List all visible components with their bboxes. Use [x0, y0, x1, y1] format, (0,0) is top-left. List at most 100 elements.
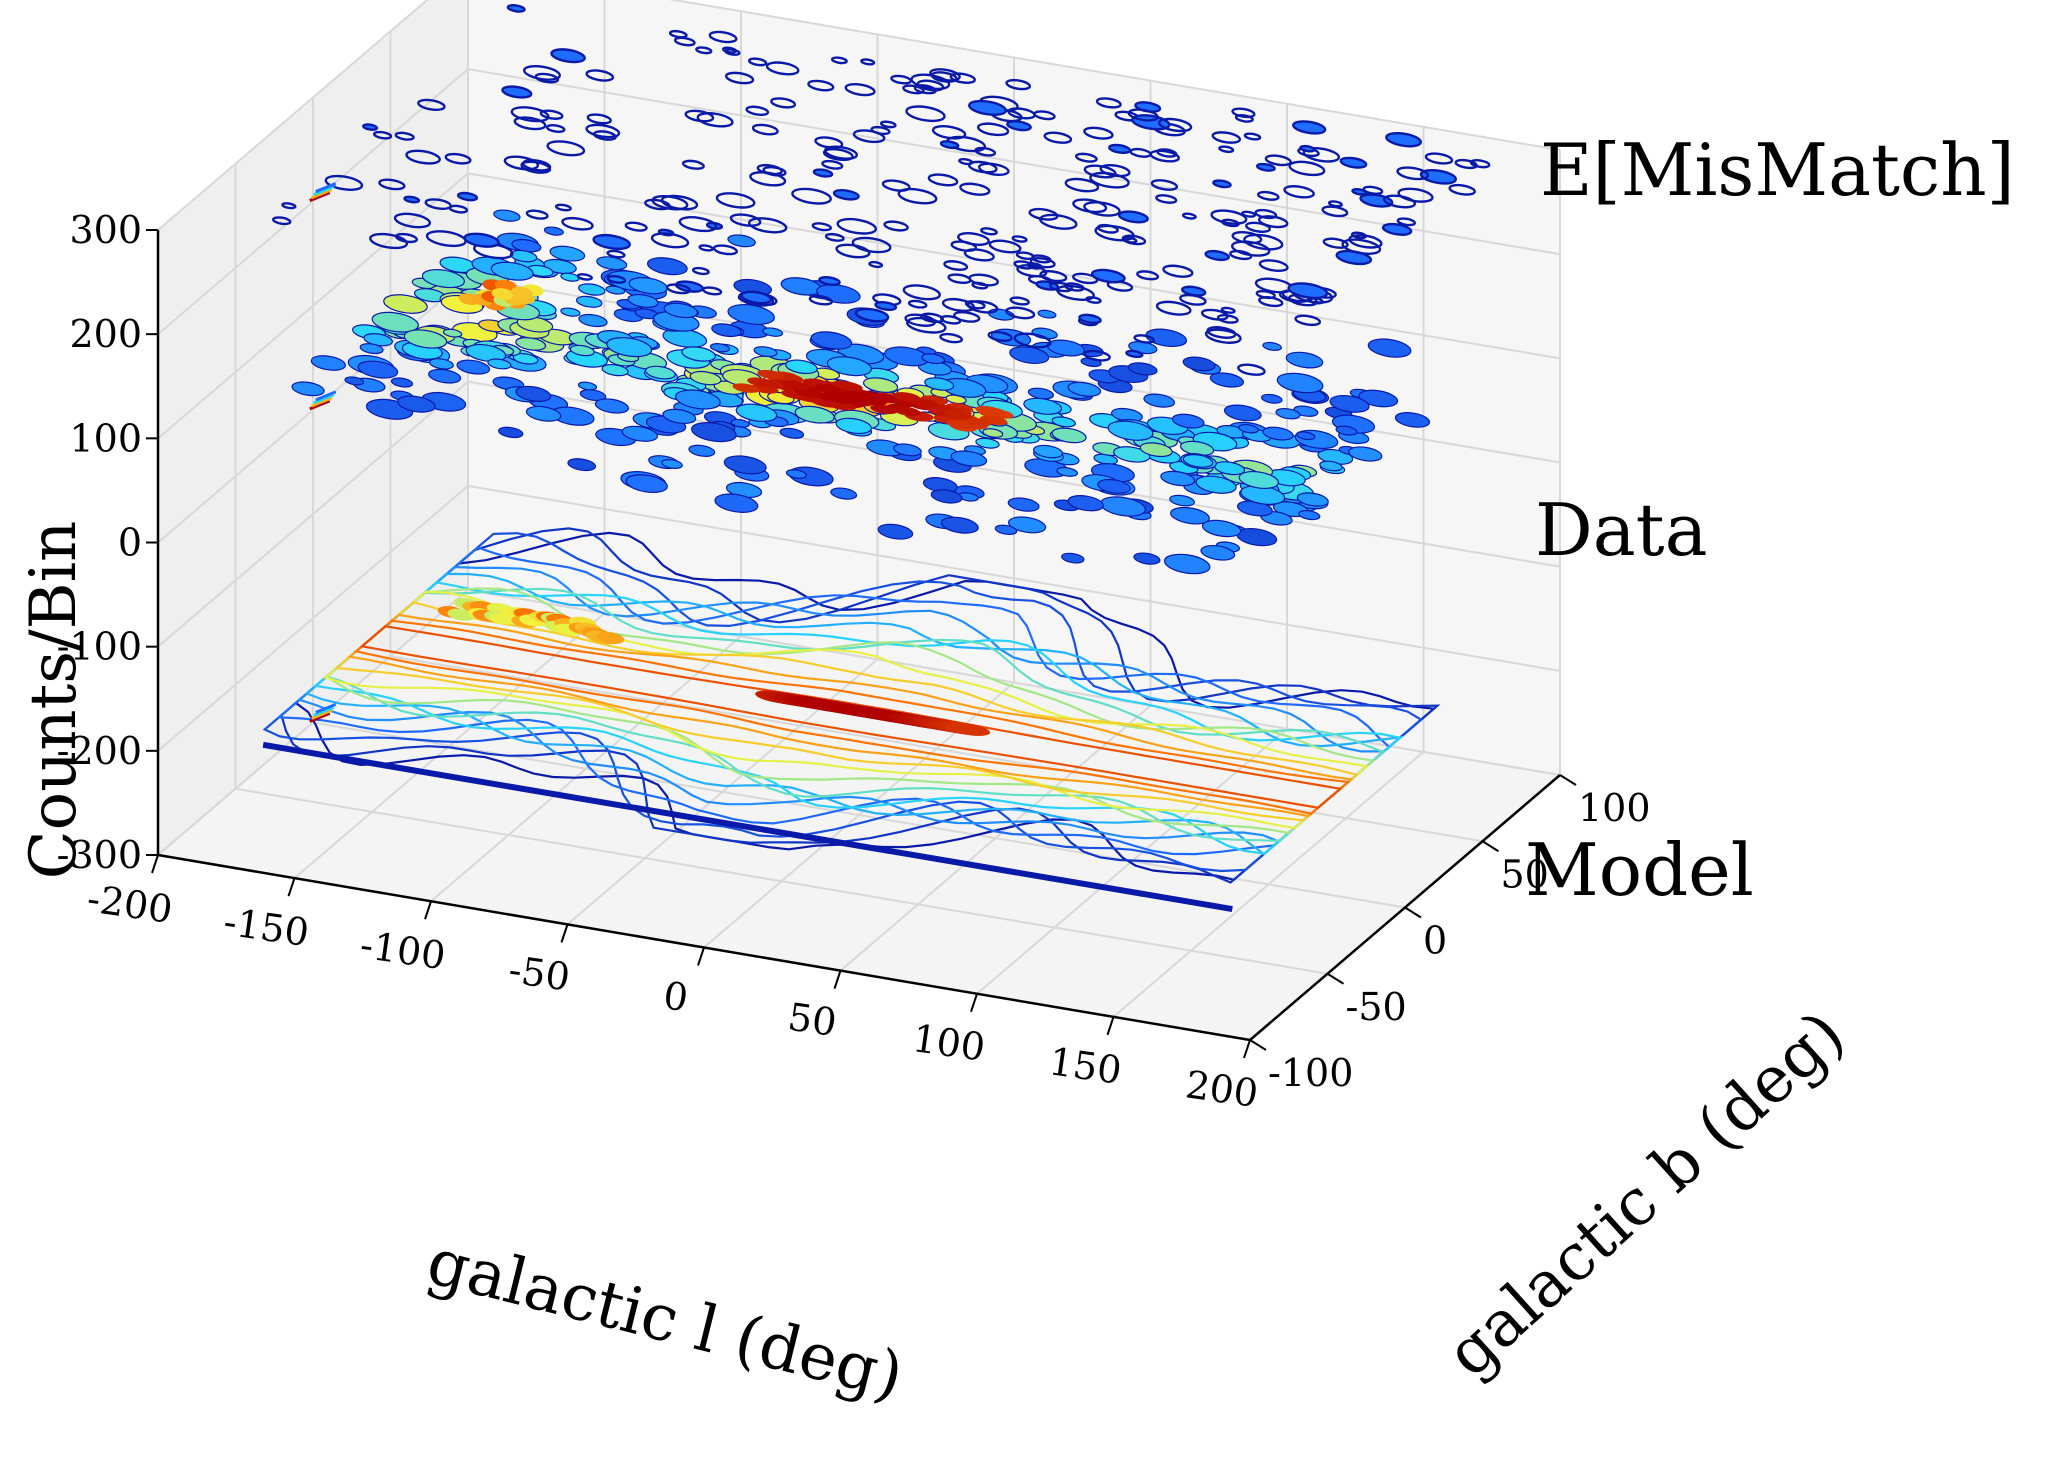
- data-blob: [877, 523, 914, 540]
- mismatch-blob: [696, 112, 734, 128]
- data-blob: [1051, 427, 1087, 444]
- series-label-model: Model: [1525, 828, 1754, 912]
- mismatch-blob: [941, 297, 976, 313]
- grid-line-z: [157, 485, 469, 752]
- x-tick: [833, 970, 842, 989]
- mismatch-blob: [1245, 221, 1271, 233]
- data-blob: [709, 343, 731, 353]
- mismatch-blob: [534, 72, 560, 84]
- data-blob: [569, 344, 595, 357]
- x-tick: [287, 877, 296, 897]
- mismatch-blob: [953, 311, 981, 323]
- data-blob: [383, 294, 428, 314]
- y-tick: [1249, 1039, 1267, 1051]
- mismatch-blob: [1341, 238, 1382, 255]
- mismatch-blob: [425, 230, 467, 248]
- mismatch-blob: [1031, 254, 1052, 264]
- mismatch-blob: [1283, 185, 1315, 199]
- mismatch-blob: [673, 36, 696, 47]
- mismatch-blob: [749, 171, 787, 187]
- data-blob: [940, 516, 979, 534]
- mismatch-blob: [1424, 152, 1454, 165]
- z-tick-label: 300: [69, 208, 142, 252]
- mismatch-blob: [821, 159, 844, 170]
- x-tick-label: 150: [1046, 1039, 1124, 1093]
- data-blob: [779, 427, 805, 439]
- x-tick: [1106, 1016, 1115, 1036]
- mismatch-blob: [868, 260, 884, 269]
- mismatch-blob: [678, 216, 718, 233]
- data-blob: [1171, 413, 1205, 429]
- data-blob: [1262, 426, 1294, 441]
- data-blob: [921, 353, 945, 365]
- mismatch-blob: [539, 109, 564, 120]
- mismatch-blob: [546, 140, 586, 157]
- mismatch-blob: [1072, 272, 1099, 285]
- data-blob: [525, 405, 562, 422]
- mismatch-blob: [606, 249, 626, 259]
- mismatch-blob: [1049, 281, 1074, 293]
- data-blob: [428, 368, 462, 384]
- data-blob: [575, 295, 603, 308]
- data-blob: [730, 418, 750, 428]
- data-blob: [560, 307, 581, 317]
- mismatch-blob: [1136, 270, 1160, 281]
- mismatch-blob: [931, 125, 967, 140]
- colormap-marker: [313, 706, 335, 717]
- mismatch-blob: [644, 198, 671, 211]
- mismatch-blob: [1210, 209, 1248, 225]
- mismatch-blob: [870, 125, 891, 136]
- data-blob: [1296, 431, 1316, 441]
- mismatch-blob: [1339, 156, 1368, 169]
- mismatch-blob: [724, 48, 741, 56]
- mismatch-blob: [681, 159, 705, 170]
- z-tick-label: -300: [57, 833, 142, 877]
- data-blob: [785, 359, 818, 375]
- data-blob: [1195, 475, 1237, 494]
- data-blob: [830, 487, 858, 500]
- mismatch-blob: [405, 149, 441, 165]
- mismatch-blob: [403, 195, 421, 204]
- data-blob: [1097, 478, 1131, 494]
- mismatch-blob: [369, 232, 409, 250]
- mismatch-blob: [823, 145, 859, 160]
- data-blob: [950, 450, 988, 467]
- mismatch-blob: [939, 140, 960, 150]
- mismatch-blob: [980, 227, 998, 236]
- mismatch-blob: [510, 106, 550, 123]
- mismatch-blob: [1257, 215, 1289, 229]
- mismatch-blob: [1038, 213, 1078, 230]
- mismatch-blob: [1218, 145, 1235, 154]
- data-blob: [390, 377, 414, 388]
- data-blob: [1007, 516, 1047, 534]
- mismatch-blob: [585, 123, 621, 139]
- mismatch-blob: [1351, 187, 1368, 196]
- data-blob: [1223, 404, 1262, 422]
- x-tick-label: -100: [357, 923, 448, 978]
- data-blob: [661, 459, 683, 469]
- data-blob: [1163, 553, 1211, 575]
- data-blob: [735, 403, 778, 423]
- data-blob: [1238, 423, 1259, 434]
- data-core: [893, 406, 921, 417]
- mismatch-blob: [1294, 314, 1322, 327]
- data-blob: [403, 329, 448, 349]
- mismatch-blob: [281, 202, 297, 210]
- mismatch-blob: [751, 123, 779, 136]
- mismatch-blob: [525, 209, 549, 220]
- data-blob: [723, 455, 767, 475]
- model-contour: [333, 601, 1360, 822]
- data-blob: [1296, 492, 1329, 507]
- mismatch-blob: [765, 61, 800, 76]
- mismatch-blob: [1155, 194, 1178, 204]
- z-tick-label: -200: [57, 729, 142, 773]
- data-blob: [647, 257, 688, 276]
- mismatch-blob: [1204, 249, 1230, 262]
- grid-line-y: [235, 787, 1328, 975]
- data-blob: [578, 283, 606, 296]
- mismatch-blob: [650, 232, 690, 249]
- data-blob: [578, 313, 608, 328]
- x-tick-label: -50: [506, 947, 573, 999]
- mismatch-blob: [501, 85, 533, 99]
